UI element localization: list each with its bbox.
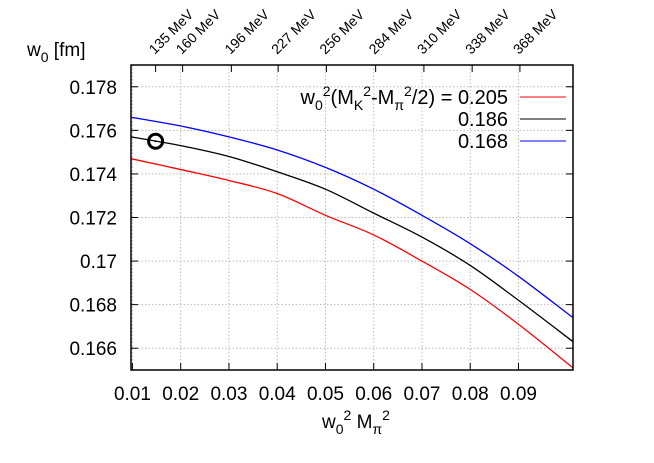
- legend-label-0168: 0.168: [458, 131, 508, 153]
- y-tick-label: 0.174: [69, 165, 117, 186]
- top-tick-label: 284 MeV: [365, 6, 416, 57]
- y-tick-label: 0.178: [69, 78, 117, 99]
- y-tick-label: 0.168: [69, 296, 117, 317]
- legend-title: w02(MK2-Mπ2/2) = 0.205: [299, 83, 508, 113]
- top-tick-label: 196 MeV: [221, 6, 272, 57]
- x-tick-label: 0.01: [114, 384, 151, 405]
- x-axis-label: w02 Mπ2: [321, 407, 390, 437]
- data-point-center: [154, 140, 157, 143]
- series-line-0.168: [130, 116, 574, 319]
- y-tick-label: 0.176: [69, 121, 117, 142]
- x-tick-label: 0.02: [162, 384, 199, 405]
- x-tick-label: 0.09: [500, 384, 537, 405]
- legend: w02(MK2-Mπ2/2) = 0.205 0.186 0.168: [299, 83, 566, 153]
- top-tick-label: 227 MeV: [268, 6, 319, 57]
- x-tick-label: 0.08: [452, 384, 489, 405]
- y-tick-label: 0.172: [69, 209, 117, 230]
- grid: [131, 65, 573, 370]
- series-line-0.205: [130, 158, 574, 369]
- series-line-0.186: [130, 136, 574, 343]
- data-point-marker: [147, 132, 165, 150]
- curves: [130, 116, 574, 369]
- x-tick-label: 0.07: [403, 384, 440, 405]
- top-tick-label: 256 MeV: [316, 6, 367, 57]
- top-tick-label: 338 MeV: [462, 6, 513, 57]
- x-tick-label: 0.03: [210, 384, 247, 405]
- x-tick-label: 0.06: [355, 384, 392, 405]
- top-tick-label: 310 MeV: [414, 6, 465, 57]
- y-tick-label: 0.166: [69, 339, 117, 360]
- ticks: [131, 65, 573, 370]
- x-tick-label: 0.05: [307, 384, 344, 405]
- top-tick-label: 368 MeV: [510, 6, 561, 57]
- x-tick-label: 0.04: [259, 384, 296, 405]
- legend-label-0186: 0.186: [458, 109, 508, 131]
- y-tick-label: 0.17: [80, 252, 117, 273]
- y-axis-label: w0 [fm]: [26, 40, 85, 65]
